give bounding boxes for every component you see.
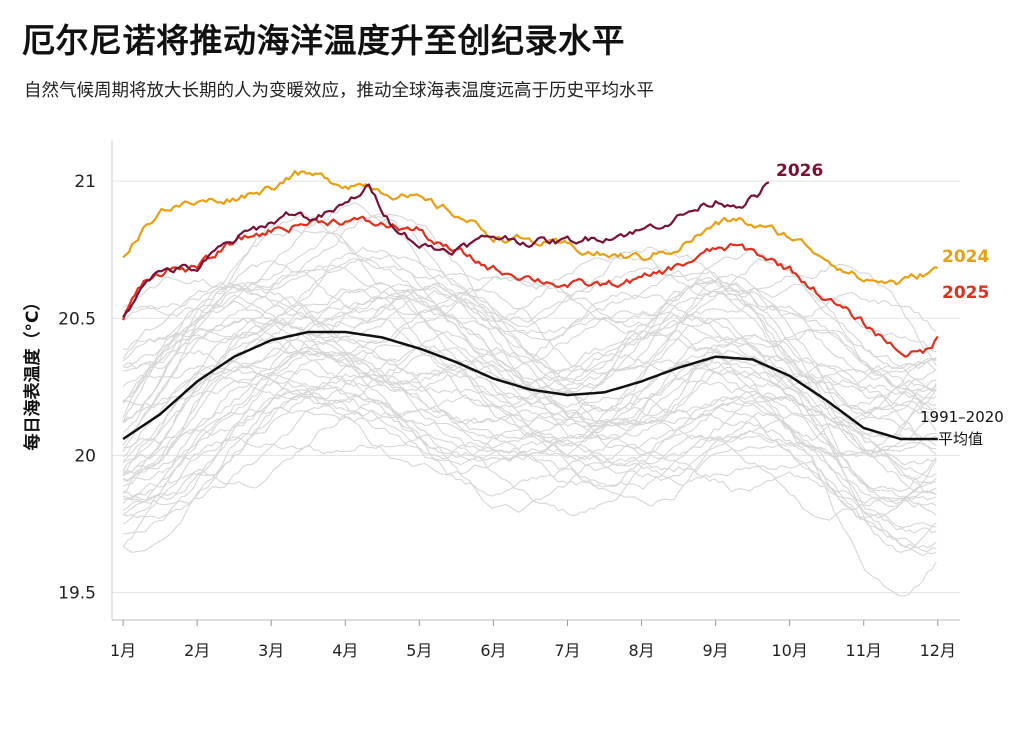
series-line-2025 — [122, 215, 939, 358]
historical-year-line — [122, 406, 937, 525]
highlight-series-lines — [122, 170, 939, 441]
historical-year-line — [122, 276, 937, 420]
x-tick-label: 5月 — [406, 641, 432, 660]
historical-year-line — [122, 290, 937, 433]
historical-year-line — [123, 246, 937, 411]
x-tick-label: 10月 — [771, 641, 807, 660]
x-tick-label: 11月 — [846, 641, 882, 660]
axes: 19.5 20 20.5 21 1月 2月 3月 4月 5月 6月 7月 8月 9月 10月 11月 12月 每… — [22, 140, 960, 660]
series-label-2024: 2024 — [942, 247, 989, 267]
series-line-2026 — [122, 181, 770, 318]
series-label-2025: 2025 — [942, 283, 989, 303]
series-line-mean — [122, 330, 938, 441]
historical-year-line — [122, 296, 937, 419]
historical-year-line — [122, 383, 937, 557]
historical-year-line — [122, 283, 937, 422]
historical-year-line — [122, 330, 937, 476]
historical-year-line — [123, 288, 937, 456]
y-tick-label: 21 — [74, 172, 96, 192]
historical-year-line — [122, 389, 937, 597]
historical-year-line — [122, 260, 937, 438]
x-tick-label: 4月 — [332, 641, 358, 660]
x-tick-label: 2月 — [184, 641, 210, 660]
y-axis-label: 每日海表温度（°C） — [22, 294, 43, 451]
chart-title: 厄尔尼诺将推动海洋温度升至创纪录水平 — [22, 21, 625, 60]
historical-year-line — [122, 346, 937, 472]
x-tick-label: 9月 — [703, 641, 729, 660]
x-tick-label: 12月 — [920, 641, 956, 660]
historical-years-lines — [122, 202, 937, 597]
series-line-2024 — [122, 170, 938, 286]
x-tick-label: 3月 — [258, 641, 284, 660]
series-label-mean: 平均值 — [938, 430, 983, 448]
historical-year-line — [123, 349, 937, 495]
x-tick-label: 1月 — [110, 641, 136, 660]
historical-year-line — [122, 394, 937, 553]
gridlines — [112, 180, 960, 594]
historical-year-line — [123, 264, 937, 400]
y-tick-label: 20 — [74, 446, 96, 466]
historical-year-line — [122, 433, 937, 548]
series-label-mean: 1991–2020 — [920, 408, 1004, 426]
series-label-2026: 2026 — [776, 161, 823, 181]
historical-year-line — [122, 351, 937, 495]
historical-year-line — [122, 318, 937, 492]
y-tick-label: 20.5 — [58, 309, 96, 329]
historical-year-line — [122, 306, 937, 453]
x-tick-label: 6月 — [480, 641, 506, 660]
historical-year-line — [122, 202, 937, 366]
historical-year-line — [122, 311, 937, 447]
historical-year-line — [122, 228, 937, 370]
x-tick-label: 7月 — [554, 641, 580, 660]
historical-year-line — [122, 215, 937, 353]
x-tick-label: 8月 — [628, 641, 654, 660]
historical-year-line — [122, 289, 937, 406]
chart-subtitle: 自然气候周期将放大长期的人为变暖效应，推动全球海表温度远高于历史平均水平 — [24, 81, 654, 101]
series-labels: 1991–2020 平均值 2024 2025 2026 — [776, 161, 1004, 448]
historical-year-line — [122, 399, 937, 534]
historical-year-line — [122, 213, 937, 332]
y-tick-label: 19.5 — [58, 584, 96, 604]
